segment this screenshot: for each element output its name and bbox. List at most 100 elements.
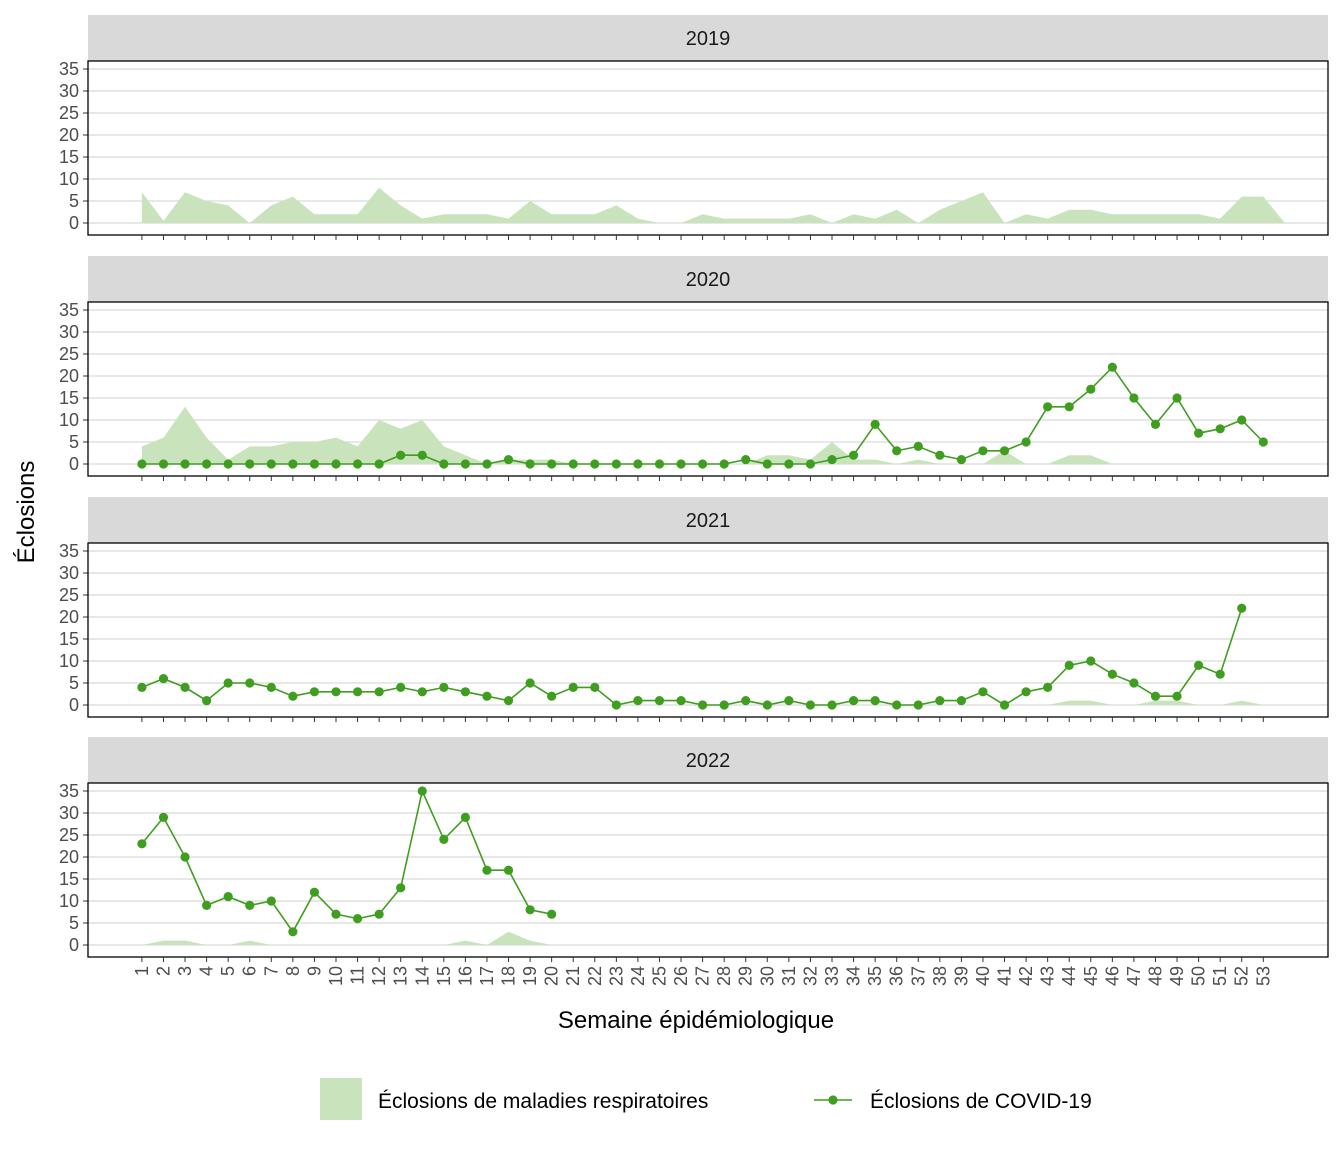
facet-strip xyxy=(88,497,1328,543)
covid-point xyxy=(352,914,363,924)
covid-point xyxy=(1194,428,1204,438)
covid-point xyxy=(719,700,729,710)
x-tick-label: 11 xyxy=(348,966,368,985)
y-tick-label: 15 xyxy=(59,147,79,167)
covid-point xyxy=(288,691,298,701)
x-tick-label: 14 xyxy=(412,966,432,986)
facet-strip-label: 2021 xyxy=(686,510,731,532)
x-tick-label: 45 xyxy=(1081,966,1101,986)
covid-point xyxy=(568,682,578,693)
covid-point xyxy=(633,696,643,706)
x-tick-label: 19 xyxy=(520,966,540,986)
covid-point xyxy=(1215,424,1225,434)
legend-key-covid-point xyxy=(828,1095,838,1105)
covid-point xyxy=(1150,691,1161,701)
y-tick-label: 5 xyxy=(69,673,79,693)
covid-point xyxy=(223,678,233,688)
x-tick-label: 25 xyxy=(649,966,669,986)
covid-point xyxy=(870,696,880,706)
y-tick-label: 20 xyxy=(59,125,79,145)
y-tick-label: 15 xyxy=(59,869,79,889)
x-tick-label: 37 xyxy=(908,966,928,986)
x-tick-label: 32 xyxy=(800,966,820,986)
y-tick-label: 35 xyxy=(59,781,79,801)
panel-frame xyxy=(87,782,1329,958)
covid-point xyxy=(1172,393,1182,403)
respiratory-area xyxy=(141,187,1285,223)
panel-frame xyxy=(87,542,1329,718)
y-tick-label: 35 xyxy=(59,300,79,320)
y-tick-label: 20 xyxy=(59,366,79,386)
covid-point xyxy=(611,459,621,469)
covid-point xyxy=(1129,393,1139,403)
covid-point xyxy=(999,700,1010,710)
covid-point xyxy=(266,682,276,693)
x-tick-label: 21 xyxy=(563,966,583,986)
covid-point xyxy=(1129,678,1139,688)
covid-point xyxy=(1237,603,1247,613)
x-tick-label: 29 xyxy=(736,966,756,986)
y-axis-title: Éclosions xyxy=(13,461,40,564)
x-tick-label: 53 xyxy=(1253,966,1273,986)
x-tick-label: 4 xyxy=(197,966,217,976)
respiratory-area xyxy=(141,406,1264,464)
x-tick-label: 51 xyxy=(1210,966,1230,986)
y-tick-label: 30 xyxy=(59,81,79,101)
x-axis-title: Semaine épidémiologique xyxy=(558,1007,834,1034)
y-tick-label: 10 xyxy=(59,651,79,671)
covid-point xyxy=(482,865,492,875)
covid-point xyxy=(762,459,772,469)
x-tick-label: 12 xyxy=(369,966,389,986)
covid-point xyxy=(223,892,233,902)
y-tick-label: 30 xyxy=(59,803,79,823)
covid-point xyxy=(482,459,492,469)
covid-point xyxy=(417,786,427,796)
covid-point xyxy=(482,691,492,701)
x-tick-label: 5 xyxy=(218,966,238,976)
y-tick-label: 25 xyxy=(59,103,79,123)
x-tick-label: 22 xyxy=(585,966,605,986)
x-tick-label: 15 xyxy=(434,966,454,986)
y-tick-label: 10 xyxy=(59,410,79,430)
covid-point xyxy=(1172,691,1182,701)
covid-point xyxy=(892,700,902,710)
covid-point xyxy=(676,696,686,706)
y-tick-label: 25 xyxy=(59,344,79,364)
facet-strip-label: 2022 xyxy=(686,750,731,772)
covid-point xyxy=(1237,415,1247,425)
covid-point xyxy=(741,455,751,465)
covid-point xyxy=(892,446,902,456)
y-tick-label: 15 xyxy=(59,388,79,408)
covid-point xyxy=(158,459,169,469)
covid-point xyxy=(460,687,470,697)
covid-point xyxy=(309,459,320,469)
covid-point xyxy=(525,678,535,688)
covid-point xyxy=(503,865,514,875)
x-tick-label: 40 xyxy=(973,966,993,986)
x-tick-label: 16 xyxy=(455,966,475,986)
covid-point xyxy=(913,441,923,451)
covid-point xyxy=(180,459,190,469)
y-tick-label: 25 xyxy=(59,825,79,845)
x-tick-label: 20 xyxy=(542,966,562,986)
covid-point xyxy=(137,459,147,469)
covid-point xyxy=(202,696,212,706)
covid-point xyxy=(913,700,923,710)
x-tick-label: 8 xyxy=(283,966,303,976)
covid-point xyxy=(741,696,751,706)
panel-frame xyxy=(87,60,1329,236)
legend-key-respiratory xyxy=(320,1078,362,1120)
covid-point xyxy=(547,691,557,701)
covid-point xyxy=(525,459,535,469)
y-tick-label: 20 xyxy=(59,607,79,627)
legend: Éclosions de maladies respiratoires Éclos… xyxy=(320,1078,1092,1120)
covid-point xyxy=(202,459,212,469)
covid-point xyxy=(245,678,255,688)
x-tick-label: 27 xyxy=(693,966,713,986)
covid-point xyxy=(1064,660,1074,671)
covid-point xyxy=(266,896,276,906)
covid-point xyxy=(180,852,190,862)
covid-point xyxy=(137,839,147,849)
